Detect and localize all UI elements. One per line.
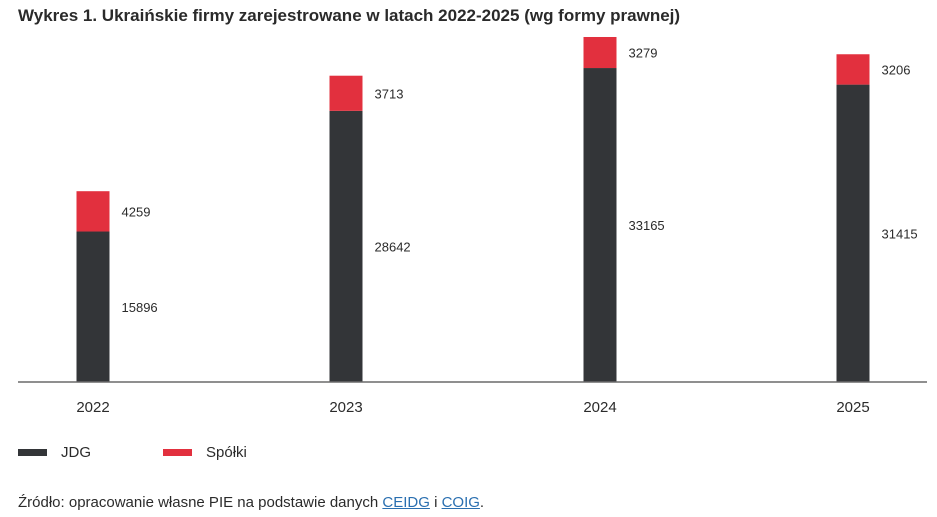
bar-spolki-2025 <box>836 54 870 85</box>
chart-legend: JDG Spółki <box>18 444 319 461</box>
data-label-jdg-2025: 31415 <box>882 226 918 241</box>
data-label-jdg-2022: 15896 <box>122 300 158 315</box>
legend-swatch-spolki <box>163 449 192 456</box>
stacked-bar-chart: 15896 4259 2022 28642 3713 2023 33165 3279 2024 3… <box>18 36 927 416</box>
bar-spolki-2024 <box>583 36 617 69</box>
source-note: Źródło: opracowanie własne PIE na podsta… <box>18 494 484 511</box>
legend-swatch-jdg <box>18 449 47 456</box>
data-label-spolki-2023: 3713 <box>375 86 404 101</box>
x-tick-label-2025: 2025 <box>836 399 869 416</box>
bar-jdg-2023 <box>329 110 363 382</box>
chart-title: Wykres 1. Ukraińskie firmy zarejestrowan… <box>18 6 681 25</box>
x-tick-label-2023: 2023 <box>329 399 362 416</box>
legend-label-spolki: Spółki <box>206 444 247 461</box>
legend-item-jdg: JDG <box>18 444 91 461</box>
data-label-spolki-2024: 3279 <box>629 46 658 61</box>
bar-jdg-2022 <box>76 231 110 382</box>
bar-jdg-2024 <box>583 68 617 383</box>
ceidg-link[interactable]: CEIDG <box>382 494 430 511</box>
source-suffix: . <box>479 494 485 511</box>
data-label-spolki-2025: 3206 <box>882 62 911 77</box>
x-tick-label-2024: 2024 <box>583 399 616 416</box>
coig-link[interactable]: COIG <box>441 494 480 511</box>
x-tick-label-2022: 2022 <box>76 399 109 416</box>
legend-item-spolki: Spółki <box>163 444 247 461</box>
source-separator: i <box>429 494 442 511</box>
bar-spolki-2023 <box>329 75 363 111</box>
source-prefix: Źródło: opracowanie własne PIE na podsta… <box>18 494 383 511</box>
bar-spolki-2022 <box>76 191 110 232</box>
data-label-spolki-2022: 4259 <box>122 204 151 219</box>
data-label-jdg-2024: 33165 <box>629 218 665 233</box>
bar-jdg-2025 <box>836 84 870 382</box>
data-label-jdg-2023: 28642 <box>375 239 411 254</box>
legend-label-jdg: JDG <box>61 444 91 461</box>
